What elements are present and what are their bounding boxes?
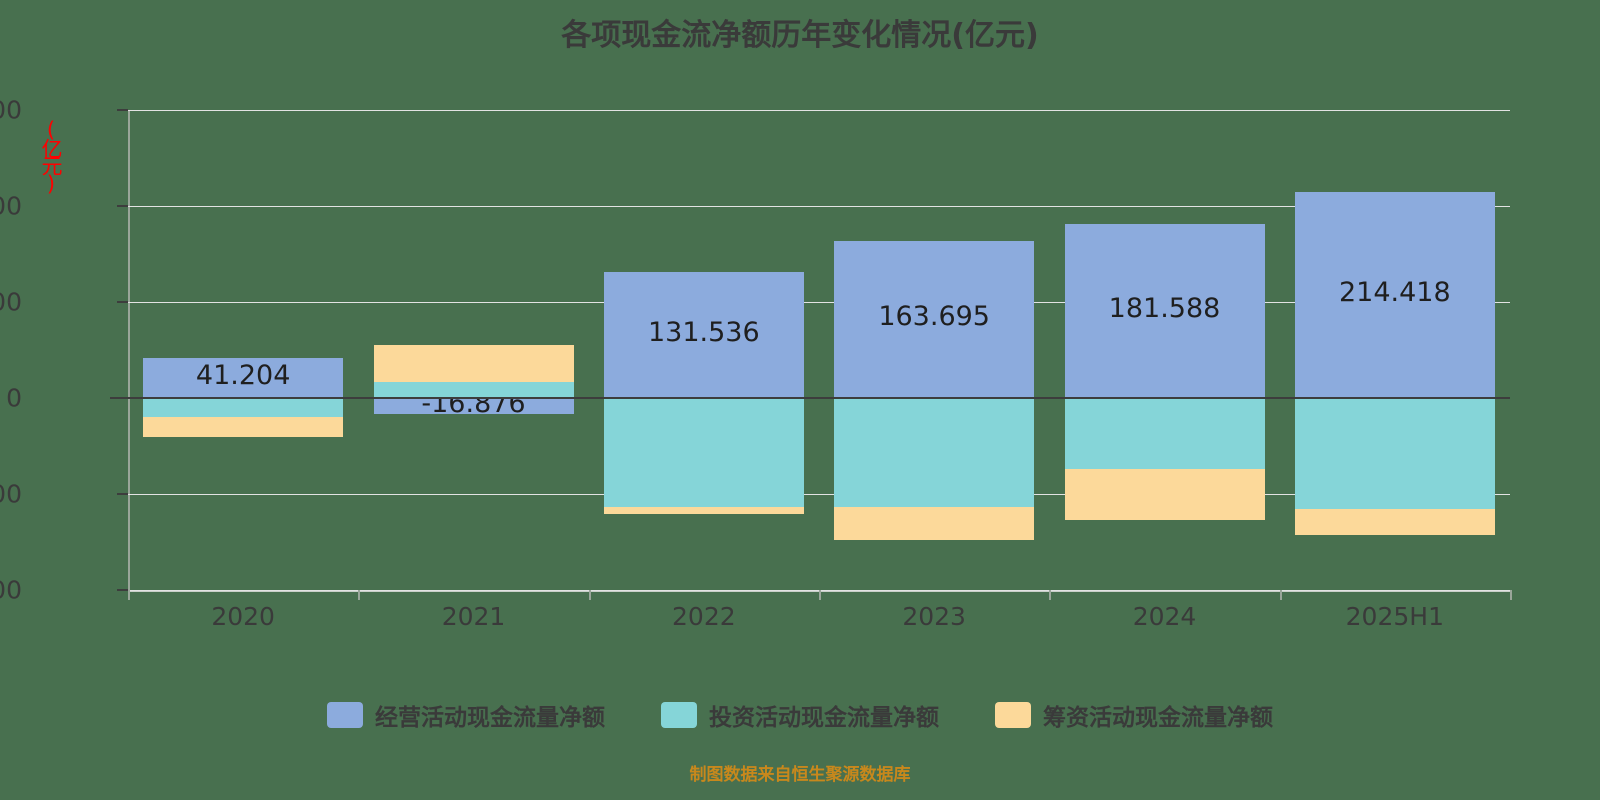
y-axis-line — [128, 110, 130, 590]
y-axis-unit-label: (亿元) — [39, 118, 63, 192]
legend-label: 投资活动现金流量净额 — [709, 705, 939, 731]
bar-segment[interactable] — [373, 382, 574, 398]
bar-segment[interactable] — [373, 344, 574, 383]
x-tick-label: 2021 — [441, 602, 506, 631]
x-tick-mark — [1049, 590, 1052, 600]
legend-label: 经营活动现金流量净额 — [375, 705, 605, 731]
y-tick-label: 300 — [0, 95, 22, 125]
gridline — [128, 206, 1510, 207]
gridline — [128, 302, 1510, 303]
bar-value-label: 214.418 — [1339, 277, 1451, 309]
chart-footnote: 制图数据来自恒生聚源数据库 — [689, 765, 911, 785]
bar-segment[interactable] — [603, 398, 804, 508]
y-tick-label: -200 — [0, 575, 22, 605]
bar-group[interactable]: 131.536 — [603, 110, 804, 590]
bar-segment[interactable] — [603, 507, 804, 514]
y-tick-label: 0 — [6, 383, 22, 413]
chart-legend: 经营活动现金流量净额 投资活动现金流量净额 筹资活动现金流量净额 — [0, 698, 1600, 732]
bar-segment[interactable] — [143, 358, 344, 398]
bar-group[interactable]: 214.418 — [1294, 110, 1495, 590]
x-tick-label: 2022 — [672, 602, 736, 631]
y-tick-mark — [117, 109, 128, 111]
bar-segment[interactable] — [1064, 468, 1265, 521]
bar-segment[interactable] — [143, 416, 344, 438]
bar-value-label: 181.588 — [1108, 292, 1221, 324]
bar-group[interactable]: 163.695 — [834, 110, 1035, 590]
y-tick-mark — [117, 301, 128, 303]
bar-segment[interactable] — [603, 271, 804, 398]
x-tick-mark — [819, 590, 821, 600]
x-tick-mark — [128, 590, 130, 600]
bar-group[interactable]: 181.588 — [1064, 110, 1265, 590]
y-tick-label: 100 — [0, 287, 22, 317]
x-tick-label: 2023 — [902, 602, 966, 631]
gridline — [128, 494, 1510, 495]
x-tick-mark — [1279, 590, 1282, 600]
legend-item[interactable]: 投资活动现金流量净额 — [661, 698, 939, 732]
x-tick-mark — [358, 590, 361, 600]
legend-label: 筹资活动现金流量净额 — [1043, 705, 1273, 731]
gridline — [128, 110, 1510, 111]
y-tick-mark — [117, 493, 128, 495]
bar-group[interactable]: 41.204 — [143, 110, 344, 590]
bar-segment[interactable] — [1294, 508, 1495, 535]
x-tick-label: 2024 — [1132, 602, 1197, 631]
bar-segment[interactable] — [834, 240, 1035, 398]
x-tick-mark — [1510, 590, 1512, 600]
legend-item[interactable]: 筹资活动现金流量净额 — [995, 698, 1273, 732]
plot-area: 300 200 100 0 -100 -200 41.204 -16.876 131.536 1… — [0, 96, 1512, 631]
bar-segment[interactable] — [373, 398, 574, 415]
bar-value-label: 163.695 — [878, 301, 990, 333]
bar-segment[interactable] — [834, 507, 1035, 540]
bar-segment[interactable] — [1064, 398, 1265, 469]
bar-segment[interactable] — [1064, 223, 1265, 398]
y-tick-label: 200 — [0, 191, 22, 221]
x-tick-label: 2020 — [211, 602, 275, 631]
bar-segment[interactable] — [834, 398, 1035, 508]
bar-group[interactable]: -16.876 — [373, 110, 574, 590]
bar-segment[interactable] — [143, 398, 344, 417]
bar-value-label: 131.536 — [648, 316, 760, 348]
legend-item[interactable]: 经营活动现金流量净额 — [327, 698, 605, 732]
legend-swatch-icon — [661, 702, 697, 728]
x-tick-mark — [588, 590, 591, 600]
bar-segment[interactable] — [1294, 192, 1495, 398]
x-tick-label: 2025H1 — [1345, 602, 1444, 631]
bar-segment[interactable] — [1294, 398, 1495, 509]
legend-swatch-icon — [995, 702, 1031, 728]
y-tick-mark — [117, 589, 128, 591]
y-tick-mark — [117, 205, 128, 207]
y-tick-label: -100 — [0, 479, 22, 509]
zero-axis-line — [110, 397, 1510, 399]
bar-value-label: 41.204 — [195, 360, 291, 392]
legend-swatch-icon — [327, 702, 363, 728]
chart-title: 各项现金流净额历年变化情况(亿元) — [561, 18, 1039, 53]
